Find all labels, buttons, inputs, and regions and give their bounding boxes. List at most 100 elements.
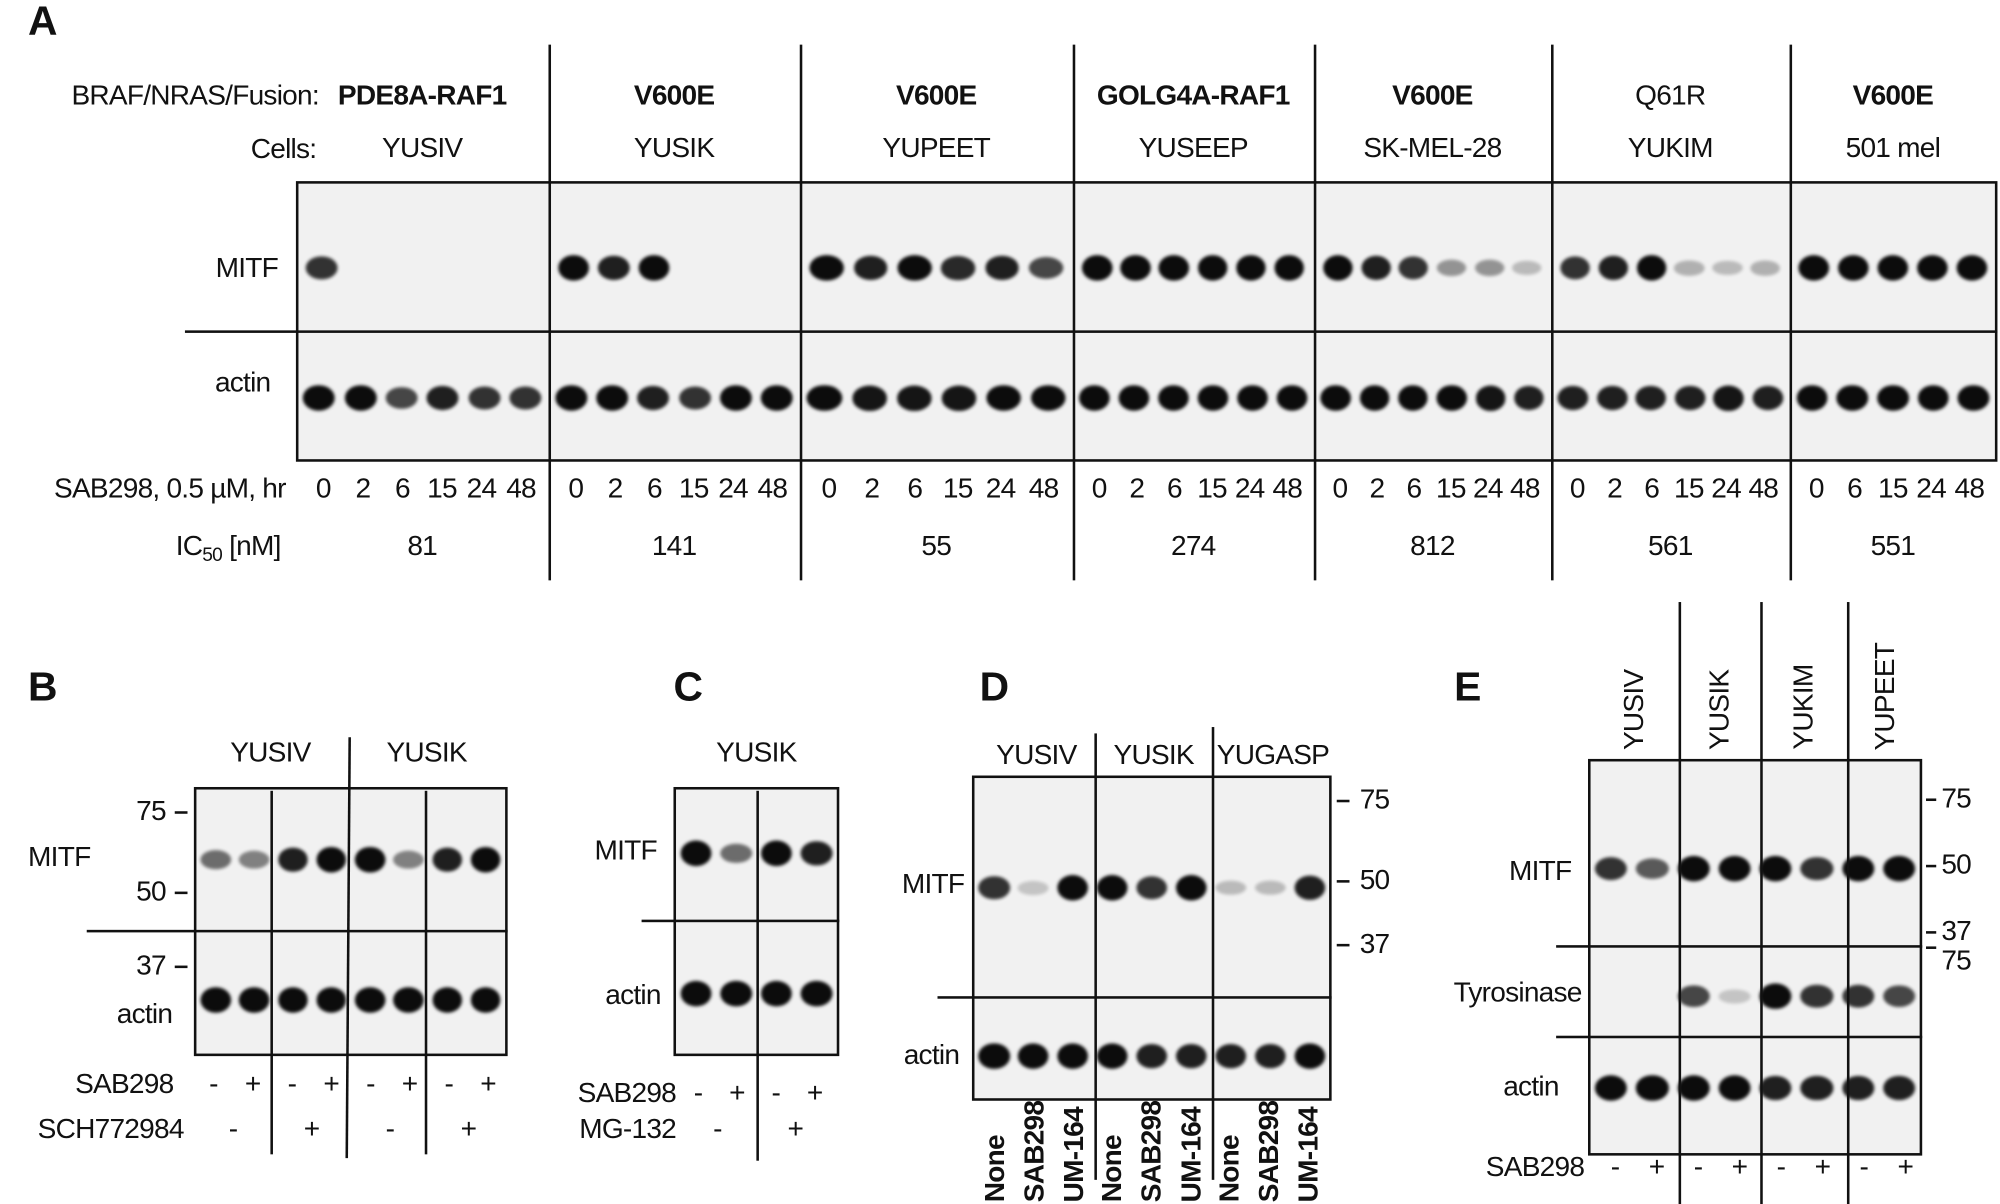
time-point: 48 (1028, 471, 1059, 504)
band (1598, 255, 1629, 280)
time-point: 24 (985, 471, 1016, 504)
band (1215, 880, 1246, 895)
band (555, 385, 588, 411)
band (277, 847, 308, 872)
band (1018, 881, 1049, 895)
band (760, 385, 793, 411)
band (1323, 255, 1353, 281)
mutation-label: V600E (1852, 79, 1934, 111)
band (1120, 255, 1151, 281)
band (1838, 255, 1869, 281)
treatment-name: None (978, 1135, 1011, 1203)
actin-strip (1316, 334, 1548, 456)
band (720, 843, 752, 863)
cell-line-label: YUSEEP (1138, 131, 1249, 164)
band (1674, 385, 1705, 411)
band (1360, 255, 1391, 280)
ic50-row-label: IC50 [nM] (175, 529, 282, 567)
band (1236, 385, 1268, 411)
blot-divider (1556, 945, 1923, 948)
blot-divider (1556, 1035, 1923, 1039)
band (1841, 984, 1874, 1008)
treatment-sign: + (480, 1067, 496, 1100)
band (1836, 385, 1869, 411)
time-point: 48 (757, 471, 788, 504)
band (1274, 255, 1305, 281)
time-point: 48 (1748, 471, 1779, 504)
time-points: 0 2 6 15 24 48 (807, 472, 1065, 505)
band (1759, 1075, 1792, 1101)
time-point: 0 (1091, 471, 1108, 504)
sab298-signs: - + - + - + - + (1594, 1151, 1926, 1184)
mitf-strip (301, 185, 543, 329)
band (1718, 1075, 1751, 1101)
time-point: 6 (394, 471, 411, 504)
band (1596, 385, 1628, 411)
group-divider (548, 44, 551, 581)
time-point: 2 (1607, 471, 1623, 504)
cell-label: YUSIV (230, 735, 311, 768)
band (509, 386, 542, 410)
band (1398, 256, 1429, 280)
band (1636, 858, 1669, 879)
treatment-sign: - (693, 1076, 703, 1109)
band (239, 850, 270, 869)
band (393, 987, 424, 1013)
time-points: 0 2 6 15 24 48 (304, 472, 541, 505)
band (1759, 983, 1792, 1009)
time-point: 6 (647, 471, 663, 504)
band (305, 256, 337, 280)
treatment-sign: - (444, 1067, 454, 1100)
band (355, 987, 386, 1013)
time-point: 15 (1674, 471, 1704, 504)
time-point: 2 (1129, 471, 1145, 504)
mutation-label: V600E (896, 79, 977, 111)
blot-divider (184, 330, 1998, 333)
mw-marker: 75 (1359, 783, 1390, 816)
band (1677, 1075, 1710, 1101)
time-point: 6 (1644, 471, 1660, 504)
mitf-strip (1319, 185, 1546, 329)
time-row-label: SAB298, 0.5 µM, hr (54, 471, 286, 504)
time-point: 0 (315, 471, 332, 504)
mitf-strip (974, 778, 1329, 997)
treatment-name: SAB298 (1252, 1101, 1285, 1203)
band (316, 846, 347, 873)
band (807, 385, 843, 411)
tyrosinase-label: Tyrosinase (1453, 975, 1583, 1008)
band (557, 255, 590, 281)
time-point: 2 (355, 471, 371, 504)
actin-strip (298, 334, 545, 456)
band (1718, 989, 1751, 1003)
band (1175, 874, 1207, 901)
band (1759, 855, 1792, 882)
lane-label: None (1210, 1078, 1249, 1203)
time-points: 0 2 6 15 24 48 (1321, 472, 1543, 505)
band (598, 255, 630, 280)
band (809, 255, 844, 281)
band (1674, 260, 1705, 276)
treatment-name: SAB298 (1135, 1101, 1168, 1203)
cell-label: YUGASP (1216, 738, 1330, 771)
band (1097, 1043, 1128, 1069)
band (984, 255, 1019, 280)
group-divider (1313, 44, 1316, 581)
band (1718, 855, 1751, 882)
panel-e-label: E (1454, 663, 1482, 710)
panel-d-blot (971, 775, 1332, 1101)
band (760, 980, 793, 1007)
band (1512, 260, 1542, 275)
cell-name: YUSIV (1616, 669, 1649, 750)
band (467, 386, 501, 410)
treatment-lane-labels: None SAB298 UM-164 None SAB298 UM-164 None SAB2… (976, 1078, 1328, 1203)
mitf-label: MITF (215, 251, 279, 284)
cell-label: YUSIV (996, 738, 1077, 771)
treatment-name: None (1096, 1135, 1128, 1203)
time-point: 15 (427, 471, 457, 504)
cell-line-label: SK-MEL-28 (1363, 131, 1502, 164)
ic50-value: 274 (1170, 529, 1216, 562)
mw-marker: 50 (1359, 863, 1390, 896)
cell-line-label: YUSIK (633, 131, 715, 164)
band (1136, 876, 1168, 900)
